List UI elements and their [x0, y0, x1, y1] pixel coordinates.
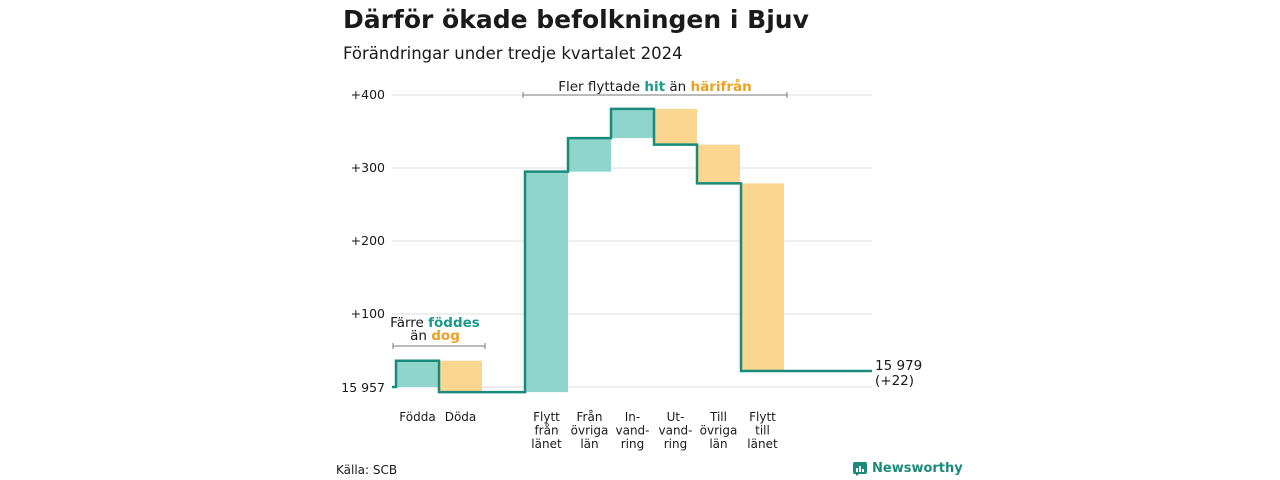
y-tick-label: +200 — [351, 233, 385, 248]
bar-increase — [611, 108, 654, 139]
x-tick-label: till — [755, 424, 770, 438]
bar-decrease — [654, 108, 697, 145]
y-tick-label: +300 — [351, 160, 385, 175]
annotation-births-line2: än dog — [410, 328, 460, 344]
brand-logo: Newsworthy — [853, 461, 963, 476]
x-tick-label: vand- — [615, 424, 649, 438]
x-tick-label: Till — [709, 410, 727, 424]
x-tick-label: övriga — [571, 424, 609, 438]
bar-decrease — [439, 360, 482, 393]
x-tick-label: Flytt — [749, 410, 776, 424]
x-tick-label: ring — [621, 437, 645, 451]
bar-increase — [396, 360, 439, 387]
x-tick-label: In- — [625, 410, 640, 424]
x-tick-label: Från — [577, 410, 603, 424]
chart-title: Därför ökade befolkningen i Bjuv — [343, 5, 809, 34]
x-tick-label: Döda — [445, 410, 477, 424]
y-tick-label: +400 — [351, 87, 385, 102]
bar-decrease — [741, 183, 784, 371]
x-tick-label: län — [580, 437, 598, 451]
x-tick-label: Födda — [399, 410, 435, 424]
newsworthy-icon — [853, 461, 867, 476]
cumulative-step-line — [392, 107, 872, 394]
bar-increase — [568, 138, 611, 172]
x-tick-label: från — [534, 424, 558, 438]
x-tick-label: Ut- — [667, 410, 685, 424]
x-tick-label: länet — [747, 437, 778, 451]
annotation-births-line1: Färre föddes — [390, 315, 480, 331]
x-tick-label: Flytt — [533, 410, 560, 424]
x-tick-label: länet — [531, 437, 562, 451]
chart-subtitle: Förändringar under tredje kvartalet 2024 — [343, 44, 683, 63]
x-tick-label: ring — [664, 437, 688, 451]
annotation-migration: Fler flyttade hit än härifrån — [558, 78, 752, 95]
brand-name: Newsworthy — [872, 461, 963, 476]
source-note: Källa: SCB — [336, 463, 398, 477]
bar-increase — [525, 171, 568, 393]
x-tick-label: övriga — [700, 424, 738, 438]
baseline-label: 15 957 — [341, 380, 385, 395]
bar-decrease — [697, 144, 740, 184]
end-value-label: 15 979 — [875, 358, 922, 374]
end-change-label: (+22) — [875, 373, 914, 389]
x-tick-label: län — [709, 437, 727, 451]
y-tick-label: +100 — [351, 306, 385, 321]
x-tick-label: vand- — [658, 424, 692, 438]
